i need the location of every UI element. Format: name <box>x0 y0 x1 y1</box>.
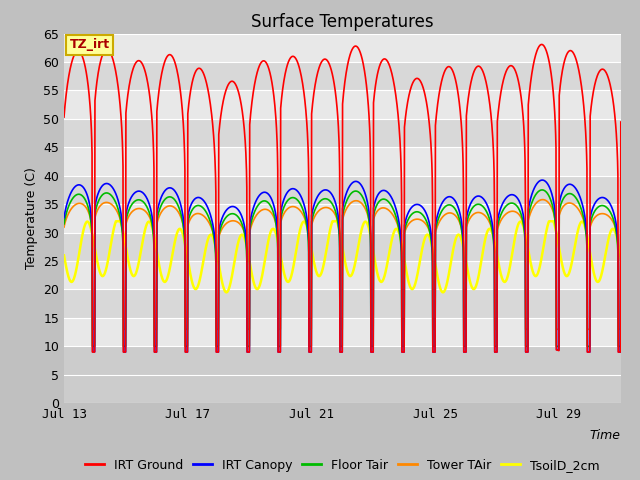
Legend: IRT Ground, IRT Canopy, Floor Tair, Tower TAir, TsoilD_2cm: IRT Ground, IRT Canopy, Floor Tair, Towe… <box>80 454 605 477</box>
Bar <box>64 233 621 261</box>
Bar <box>64 375 621 403</box>
Text: TZ_irt: TZ_irt <box>70 38 109 51</box>
Bar <box>64 347 621 375</box>
Bar <box>64 147 621 176</box>
Bar <box>64 90 621 119</box>
Bar <box>64 261 621 289</box>
Bar <box>64 119 621 147</box>
Text: Time: Time <box>590 429 621 442</box>
Bar <box>64 204 621 233</box>
Bar <box>64 34 621 62</box>
Bar <box>64 62 621 90</box>
Bar <box>64 289 621 318</box>
Bar <box>64 318 621 347</box>
Bar <box>64 176 621 204</box>
Y-axis label: Temperature (C): Temperature (C) <box>24 168 38 269</box>
Title: Surface Temperatures: Surface Temperatures <box>251 12 434 31</box>
